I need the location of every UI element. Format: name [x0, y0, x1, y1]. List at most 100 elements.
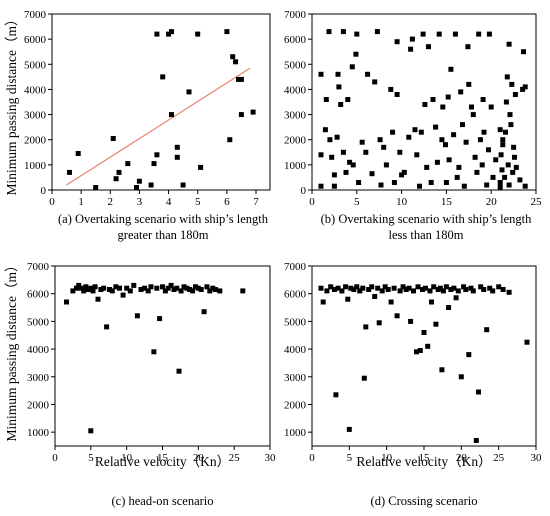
- data-point: [160, 284, 165, 290]
- data-point: [320, 299, 326, 305]
- data-point: [329, 154, 335, 160]
- data-point: [509, 81, 515, 87]
- data-point: [186, 89, 192, 95]
- data-point: [388, 299, 394, 305]
- y-tick-label: 3000: [284, 110, 307, 122]
- data-point: [476, 31, 482, 37]
- data-point: [506, 182, 512, 188]
- data-point: [440, 288, 446, 294]
- x-tick-label: 30: [265, 452, 277, 464]
- data-point: [187, 287, 193, 292]
- data-point: [240, 288, 246, 294]
- data-point: [443, 284, 449, 290]
- data-point: [148, 182, 154, 188]
- data-point: [510, 169, 516, 175]
- panel-c-ticks: 0 5 10 15 20 25 30 1000 2000 3000 4000 5000 6000 7000: [27, 261, 276, 464]
- data-point: [465, 44, 471, 50]
- data-point: [331, 172, 337, 178]
- data-point: [468, 285, 474, 291]
- data-point: [198, 287, 204, 292]
- data-point: [391, 180, 397, 185]
- y-tick-label: 0: [41, 185, 47, 197]
- data-point: [338, 102, 344, 107]
- data-point: [476, 389, 481, 395]
- data-point: [401, 169, 407, 175]
- data-point: [350, 162, 356, 168]
- x-tick-label: 20: [193, 452, 205, 464]
- data-point: [388, 86, 394, 92]
- data-point: [343, 284, 349, 290]
- data-point: [67, 169, 72, 175]
- y-tick-label: 4000: [27, 344, 50, 356]
- data-point: [446, 157, 452, 163]
- data-point: [378, 182, 384, 188]
- data-point: [363, 324, 369, 330]
- y-tick-label: 1000: [284, 427, 307, 439]
- x-tick-label: 25: [229, 452, 241, 464]
- data-point: [336, 84, 342, 90]
- panel-a-caption-line1: (a) Overtaking scenario with ship’s leng…: [58, 212, 269, 226]
- x-tick-label: 0: [309, 452, 315, 464]
- x-tick-label: 0: [49, 196, 55, 208]
- data-point: [472, 154, 478, 160]
- data-point: [359, 139, 365, 145]
- panel-d-caption: (d) Crossing scenario: [371, 494, 478, 508]
- y-tick-label: 7000: [284, 9, 307, 21]
- data-point: [451, 132, 457, 138]
- data-point: [127, 288, 133, 294]
- data-point: [517, 177, 523, 183]
- data-point: [431, 284, 437, 290]
- data-point: [78, 285, 84, 291]
- data-point: [452, 31, 458, 37]
- data-point: [160, 74, 166, 80]
- data-point: [463, 287, 469, 292]
- data-point: [88, 428, 94, 434]
- data-point: [456, 164, 462, 170]
- data-point: [318, 71, 324, 77]
- data-point: [430, 97, 436, 102]
- data-point: [478, 284, 484, 290]
- data-point: [131, 282, 137, 288]
- data-point: [394, 92, 400, 97]
- data-point: [443, 180, 449, 185]
- data-point: [379, 288, 385, 294]
- x-tick-label: 30: [531, 452, 543, 464]
- data-point: [334, 134, 340, 140]
- data-point: [354, 31, 360, 37]
- y-tick-label: 4000: [284, 84, 307, 96]
- data-point: [90, 288, 96, 294]
- data-point: [124, 285, 130, 291]
- data-point: [500, 287, 506, 292]
- panel-d-ticks: 0 5 10 15 20 25 30 1000 2000 3000 4000 5000 6000 7000: [284, 261, 542, 464]
- data-point: [324, 288, 330, 294]
- data-point: [497, 127, 503, 133]
- data-point: [506, 289, 512, 295]
- data-point: [198, 164, 204, 170]
- y-tick-label: 1000: [284, 160, 307, 172]
- data-point: [348, 285, 354, 291]
- data-point: [339, 288, 345, 294]
- data-point: [512, 154, 517, 160]
- data-point: [417, 183, 422, 189]
- data-point: [351, 287, 357, 292]
- y-tick-label: 5000: [24, 59, 47, 71]
- data-point: [345, 296, 351, 302]
- data-point: [400, 284, 406, 290]
- x-tick-label: 0: [309, 196, 315, 208]
- data-point: [484, 327, 490, 333]
- trend-line: [66, 67, 251, 186]
- data-point: [487, 285, 493, 291]
- y-tick-label: 2000: [284, 135, 307, 147]
- data-point: [506, 41, 512, 47]
- panel-b-points: [318, 29, 528, 190]
- data-point: [178, 288, 184, 294]
- y-tick-label: 5000: [27, 316, 50, 328]
- data-point: [399, 172, 405, 178]
- data-point: [408, 46, 414, 52]
- y-tick-label: 3000: [27, 372, 50, 384]
- y-axis-label-bottom: Minimum passing distance（m）: [4, 259, 19, 442]
- data-point: [181, 284, 187, 290]
- data-point: [145, 288, 151, 294]
- data-point: [502, 174, 508, 180]
